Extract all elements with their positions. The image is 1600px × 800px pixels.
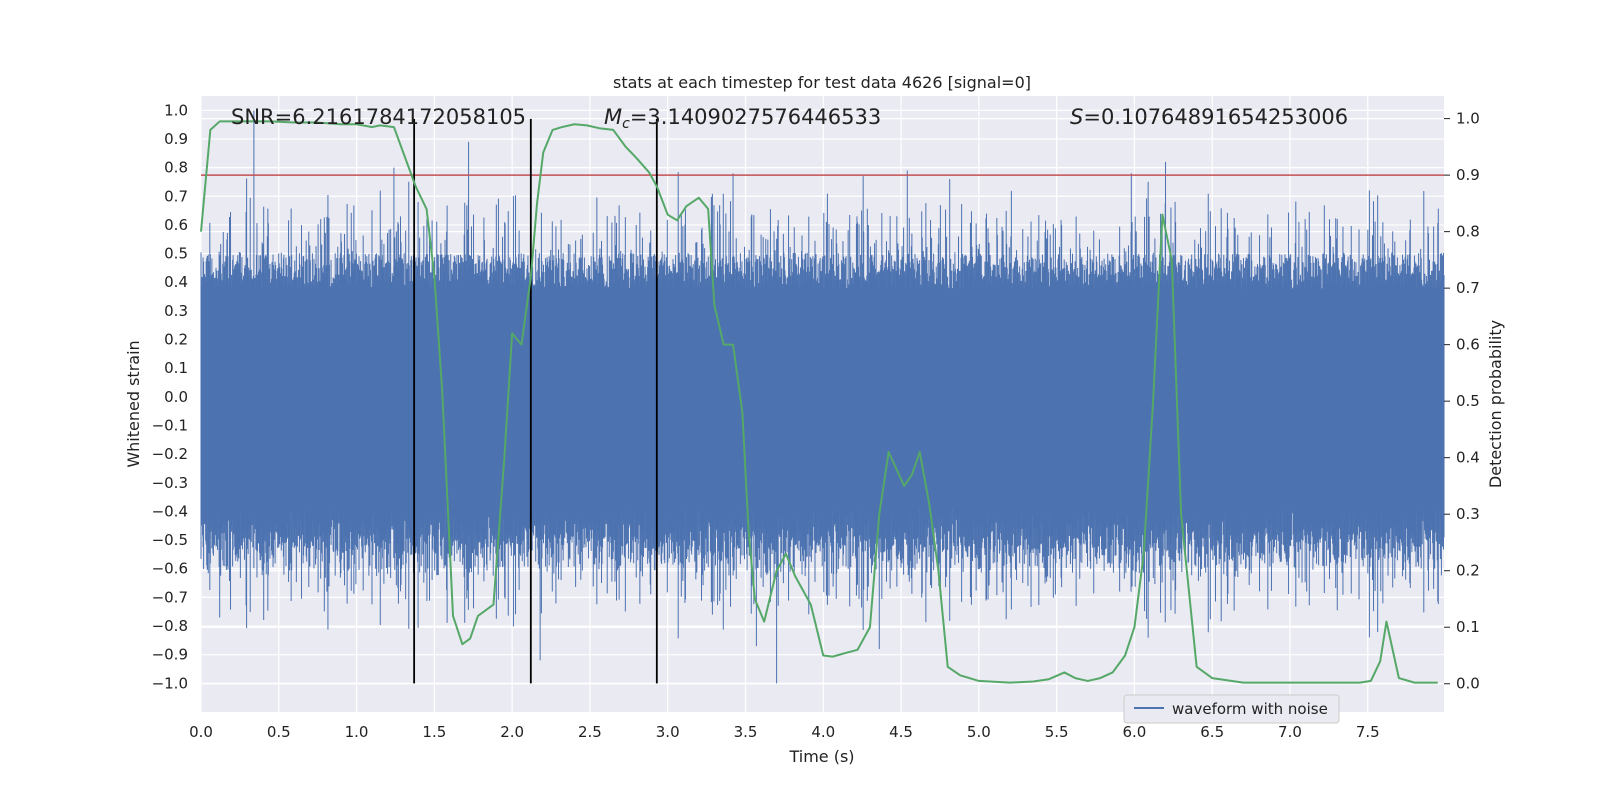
legend-label: waveform with noise bbox=[1172, 700, 1328, 718]
y-axis-label: Whitened strain bbox=[124, 340, 143, 467]
legend: waveform with noise bbox=[1123, 694, 1340, 724]
x-tick-label: 7.5 bbox=[1356, 723, 1380, 741]
mc-value: =3.1409027576446533 bbox=[630, 105, 881, 129]
x-tick-label: 6.0 bbox=[1122, 723, 1146, 741]
y2-tick-label: 0.4 bbox=[1456, 449, 1480, 467]
y-tick-label: 0.7 bbox=[164, 187, 188, 205]
y-tick-label: 0.1 bbox=[164, 359, 188, 377]
y2-tick-label: 0.1 bbox=[1456, 618, 1480, 636]
y2-tick-label: 0.0 bbox=[1456, 675, 1480, 693]
x-tick-label: 4.0 bbox=[811, 723, 835, 741]
y-tick-label: −0.3 bbox=[152, 474, 188, 492]
probability-series bbox=[200, 120, 1438, 684]
x-tick-label: 2.5 bbox=[578, 723, 602, 741]
mc-annotation: Mc=3.1409027576446533 bbox=[604, 105, 881, 132]
s-symbol: S bbox=[1070, 105, 1083, 129]
y-tick-label: −0.6 bbox=[152, 560, 188, 578]
x-tick-label: 1.0 bbox=[345, 723, 369, 741]
y-tick-label: −0.5 bbox=[152, 531, 188, 549]
s-annotation: S=0.10764891654253006 bbox=[1070, 105, 1348, 129]
mc-symbol: M bbox=[604, 105, 622, 129]
overlay-lines bbox=[201, 118, 1444, 684]
x-tick-label: 0.5 bbox=[267, 723, 291, 741]
waveform-line bbox=[200, 110, 1445, 684]
y-tick-label: −0.8 bbox=[152, 617, 188, 635]
y2-tick-label: 0.5 bbox=[1456, 392, 1480, 410]
y-tick-label: 0.3 bbox=[164, 302, 188, 320]
y2-tick-label: 0.6 bbox=[1456, 336, 1480, 354]
y2-tick-label: 1.0 bbox=[1456, 110, 1480, 128]
x-axis-label: Time (s) bbox=[788, 747, 854, 766]
y-tick-label: 0.6 bbox=[164, 216, 188, 234]
y-tick-label: −0.7 bbox=[152, 588, 188, 606]
x-tick-label: 5.5 bbox=[1045, 723, 1069, 741]
y2-tick-label: 0.7 bbox=[1456, 279, 1480, 297]
y-tick-label: 0.0 bbox=[164, 388, 188, 406]
probability-line bbox=[200, 120, 1438, 684]
y-tick-label: 0.9 bbox=[164, 130, 188, 148]
axes: 0.0 0.5 1.0 1.5 2.0 2.5 3.0 3.5 4.0 4.5 5.0 5.5 6.0 6… bbox=[152, 101, 1480, 741]
x-tick-label: 3.5 bbox=[734, 723, 758, 741]
x-tick-label: 0.0 bbox=[189, 723, 213, 741]
y-tick-label: 0.2 bbox=[164, 331, 188, 349]
y-tick-label: −0.4 bbox=[152, 502, 188, 520]
y-tick-label: −1.0 bbox=[152, 674, 188, 692]
legend-box bbox=[1123, 694, 1340, 724]
y2-tick-label: 0.9 bbox=[1456, 166, 1480, 184]
x-tick-label: 7.0 bbox=[1278, 723, 1302, 741]
waveform-series bbox=[200, 110, 1445, 684]
chart-title: stats at each timestep for test data 462… bbox=[613, 73, 1031, 92]
x-tick-label: 5.0 bbox=[967, 723, 991, 741]
x-tick-label: 1.5 bbox=[422, 723, 446, 741]
y-tick-label: −0.1 bbox=[152, 416, 188, 434]
y2-tick-label: 0.3 bbox=[1456, 505, 1480, 523]
y-tick-label: 0.4 bbox=[164, 273, 188, 291]
y-tick-label: 0.5 bbox=[164, 245, 188, 263]
y2-tick-label: 0.8 bbox=[1456, 223, 1480, 241]
s-value: =0.10764891654253006 bbox=[1083, 105, 1348, 129]
x-tick-label: 2.0 bbox=[500, 723, 524, 741]
y2-tick-label: 0.2 bbox=[1456, 562, 1480, 580]
y-tick-label: −0.9 bbox=[152, 646, 188, 664]
mc-subscript: c bbox=[622, 116, 630, 132]
y2-axis-label: Detection probability bbox=[1486, 320, 1505, 488]
y-tick-label: 1.0 bbox=[164, 101, 188, 119]
y-tick-label: 0.8 bbox=[164, 159, 188, 177]
y-tick-label: −0.2 bbox=[152, 445, 188, 463]
x-tick-label: 3.0 bbox=[656, 723, 680, 741]
snr-annotation: SNR=6.2161784172058105 bbox=[231, 105, 526, 129]
x-tick-label: 6.5 bbox=[1200, 723, 1224, 741]
x-tick-label: 4.5 bbox=[889, 723, 913, 741]
